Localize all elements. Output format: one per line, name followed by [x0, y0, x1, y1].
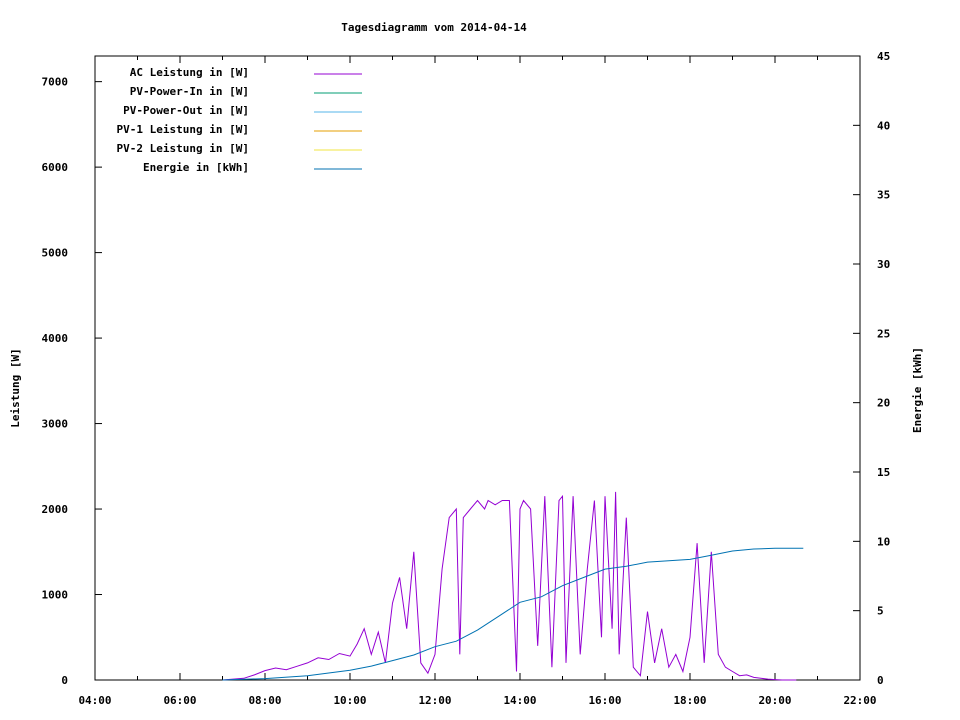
- chart-title: Tagesdiagramm vom 2014-04-14: [341, 21, 527, 34]
- y2-tick-label: 40: [877, 119, 890, 132]
- y-axis-right: 0 5 10 15 20 25 30 35 40 45: [853, 50, 890, 687]
- legend: AC Leistung in [W] PV-Power-In in [W] PV-P…: [117, 66, 362, 174]
- x-tick-label: 22:00: [843, 694, 876, 707]
- y2-tick-label: 35: [877, 189, 890, 202]
- legend-label: AC Leistung in [W]: [130, 66, 249, 79]
- series-line-ac: [222, 491, 797, 681]
- y2-tick-label: 15: [877, 466, 890, 479]
- y-tick-label: 4000: [42, 332, 69, 345]
- y2-tick-label: 5: [877, 605, 884, 618]
- x-axis: 04:00 06:00 08:00 10:00 12:00 14:00 16:00 18:00…: [78, 56, 877, 707]
- x-tick-label: 16:00: [588, 694, 621, 707]
- y-tick-label: 0: [61, 674, 68, 687]
- x-tick-label: 12:00: [418, 694, 451, 707]
- x-tick-label: 06:00: [163, 694, 196, 707]
- y-axis-label: Leistung [W]: [9, 348, 22, 427]
- y-tick-label: 3000: [42, 418, 69, 431]
- y-tick-label: 7000: [42, 76, 69, 89]
- legend-label: PV-Power-In in [W]: [130, 85, 249, 98]
- y2-tick-label: 45: [877, 50, 890, 63]
- x-tick-label: 14:00: [503, 694, 536, 707]
- series-line-energie: [222, 547, 804, 681]
- y2-tick-label: 0: [877, 674, 884, 687]
- y2-axis-label: Energie [kWh]: [911, 347, 924, 433]
- x-tick-label: 18:00: [673, 694, 706, 707]
- y2-tick-label: 10: [877, 535, 890, 548]
- x-tick-label: 20:00: [758, 694, 791, 707]
- y-axis-left: 0 1000 2000 3000 4000 5000 6000 7000: [42, 76, 102, 687]
- series-layer: [222, 491, 804, 681]
- y2-tick-label: 20: [877, 397, 890, 410]
- legend-label: PV-1 Leistung in [W]: [117, 123, 249, 136]
- y2-tick-label: 30: [877, 258, 890, 271]
- y-tick-label: 1000: [42, 589, 69, 602]
- y-tick-label: 2000: [42, 503, 69, 516]
- x-tick-label: 04:00: [78, 694, 111, 707]
- legend-label: PV-Power-Out in [W]: [123, 104, 249, 117]
- legend-label: PV-2 Leistung in [W]: [117, 142, 249, 155]
- legend-label: Energie in [kWh]: [143, 161, 249, 174]
- x-tick-label: 10:00: [333, 694, 366, 707]
- y-tick-label: 6000: [42, 161, 69, 174]
- x-tick-label: 08:00: [248, 694, 281, 707]
- y-tick-label: 5000: [42, 247, 69, 260]
- y2-tick-label: 25: [877, 327, 890, 340]
